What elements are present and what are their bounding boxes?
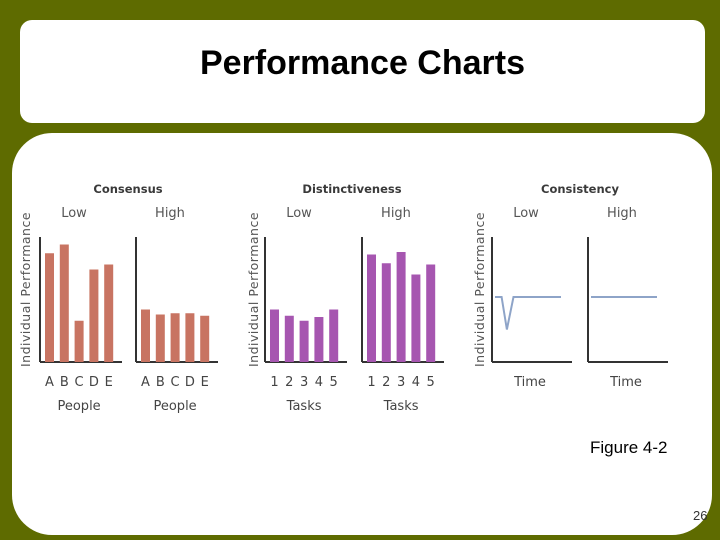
x-tick-label: 1 xyxy=(270,375,278,390)
bar-4 xyxy=(314,317,324,362)
x-tick-label: B xyxy=(156,375,165,390)
x-tick-label: B xyxy=(60,375,69,390)
panel-subtitle-low: Low xyxy=(286,206,312,221)
x-tick-label: 5 xyxy=(330,375,338,390)
x-tick-label: 4 xyxy=(315,375,323,390)
bar-4 xyxy=(411,274,421,362)
x-tick-label: A xyxy=(141,375,150,390)
series-line xyxy=(495,296,561,330)
bar-1 xyxy=(367,254,376,362)
bar-3 xyxy=(299,320,309,362)
group-title-distinctiveness: Distinctiveness xyxy=(302,182,401,196)
bar-E xyxy=(104,264,114,362)
slide-title: Performance Charts xyxy=(199,44,525,82)
bar-5 xyxy=(426,264,436,362)
x-tick-label: C xyxy=(171,375,180,390)
x-axis-label: People xyxy=(153,399,196,414)
group-title-consensus: Consensus xyxy=(93,182,162,196)
bar-D xyxy=(89,269,99,362)
bar-3 xyxy=(396,252,406,362)
bar-E xyxy=(200,315,210,362)
x-tick-label: 2 xyxy=(285,375,293,390)
page-number: 26 xyxy=(693,508,708,523)
x-tick-label: C xyxy=(75,375,84,390)
x-axis-label: Time xyxy=(609,375,642,390)
x-tick-label: 3 xyxy=(300,375,308,390)
panel-subtitle-low: Low xyxy=(513,206,539,221)
panel-subtitle-low: Low xyxy=(61,206,87,221)
bar-A xyxy=(45,253,54,362)
bar-D xyxy=(185,313,195,362)
bar-B xyxy=(155,314,165,362)
y-axis-label: Individual Performance xyxy=(472,212,487,367)
x-tick-label: 4 xyxy=(412,375,420,390)
panel-subtitle-high: High xyxy=(607,206,637,221)
bar-A xyxy=(141,309,150,362)
figure-label: Figure 4-2 xyxy=(590,438,668,457)
y-axis-label: Individual Performance xyxy=(18,212,33,367)
x-tick-label: 2 xyxy=(382,375,390,390)
x-axis-label: Tasks xyxy=(286,399,322,414)
y-axis-label: Individual Performance xyxy=(246,212,261,367)
x-tick-label: D xyxy=(185,375,195,390)
x-tick-label: 5 xyxy=(427,375,435,390)
x-axis-label: People xyxy=(57,399,100,414)
bar-5 xyxy=(329,309,339,362)
bar-2 xyxy=(284,315,294,362)
x-tick-label: 1 xyxy=(367,375,375,390)
x-tick-label: E xyxy=(105,375,113,390)
bar-B xyxy=(59,244,69,362)
title-box: Performance Charts xyxy=(20,20,705,123)
panel-subtitle-high: High xyxy=(155,206,185,221)
bar-C xyxy=(74,320,84,362)
x-tick-label: A xyxy=(45,375,54,390)
bar-1 xyxy=(270,309,279,362)
x-tick-label: D xyxy=(89,375,99,390)
x-axis-label: Tasks xyxy=(383,399,419,414)
bar-2 xyxy=(381,263,391,362)
x-tick-label: 3 xyxy=(397,375,405,390)
x-tick-label: E xyxy=(201,375,209,390)
x-axis-label: Time xyxy=(513,375,546,390)
bar-C xyxy=(170,313,180,362)
group-title-consistency: Consistency xyxy=(541,182,619,196)
panel-subtitle-high: High xyxy=(381,206,411,221)
